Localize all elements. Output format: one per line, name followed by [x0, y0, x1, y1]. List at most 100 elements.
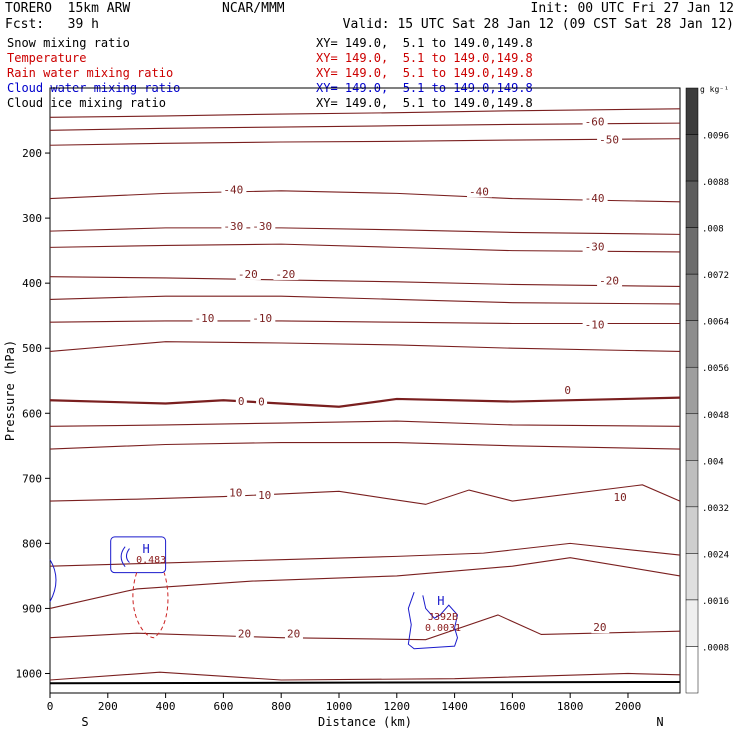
cloud-water-contour [125, 548, 130, 563]
x-tick-label: 1000 [326, 700, 353, 713]
x-axis-title: Distance (km) [318, 715, 412, 729]
colorbar-segment [685, 273, 699, 321]
colorbar-segment [685, 366, 699, 415]
x-tick-label: 1600 [499, 700, 526, 713]
colorbar-tick-label: .0048 [702, 411, 729, 421]
cloud-water-contour [407, 591, 459, 650]
label-mask [582, 241, 608, 253]
isotherm-line [49, 614, 681, 641]
colorbar-segment [685, 87, 699, 135]
y-tick-label: 400 [22, 277, 42, 290]
init-time: Init: 00 UTC Fri 27 Jan 12 [530, 1, 735, 16]
isotherm-label: -30 [585, 241, 605, 254]
y-tick-label: 300 [22, 212, 42, 225]
colorbar-segment [685, 227, 699, 275]
rain-water-contour [132, 572, 169, 639]
colorbar-tick-label: .0088 [702, 178, 729, 188]
colorbar-tick-label: .0032 [702, 504, 729, 514]
isotherm-label: -20 [238, 268, 258, 281]
legend-xy: XY= 149.0, 5.1 to 149.0,149.8 [316, 36, 533, 50]
colorbar-segment [685, 180, 699, 228]
center-value: 0.0031 [425, 623, 461, 634]
isotherm-label: -60 [585, 116, 605, 129]
isotherm-label: 20 [287, 628, 300, 641]
label-mask [235, 628, 254, 640]
x-tick-label: 400 [156, 700, 176, 713]
y-axis-title: Pressure (hPa) [3, 340, 17, 441]
legend-xy: XY= 149.0, 5.1 to 149.0,149.8 [316, 66, 533, 80]
label-mask [235, 395, 247, 407]
colorbar-segment [685, 320, 699, 368]
label-mask [582, 116, 608, 128]
x-tick-label: 1400 [441, 700, 468, 713]
center-value: 0.483 [136, 555, 166, 566]
isotherm-line [49, 276, 681, 287]
y-tick-label: 1000 [16, 667, 43, 680]
colorbar-segment [685, 599, 699, 647]
y-tick-label: 800 [22, 537, 42, 550]
isotherm-line [49, 243, 681, 253]
isotherm-label: 20 [238, 628, 251, 641]
label-mask [256, 490, 275, 502]
isotherm-line [49, 441, 681, 450]
isotherm-label: -20 [599, 274, 619, 287]
isotherm-label: 0 [238, 395, 245, 408]
isotherm-line [49, 108, 681, 118]
legend-xy: XY= 149.0, 5.1 to 149.0,149.8 [316, 96, 533, 110]
legend-entry: Snow mixing ratio [7, 36, 130, 50]
colorbar-tick-label: .0096 [702, 132, 729, 142]
center-title: NCAR/MMM [222, 1, 285, 16]
colorbar-segment [685, 413, 699, 461]
label-mask [611, 492, 630, 504]
isotherm-label: 10 [258, 489, 271, 502]
isotherm-label: -10 [194, 312, 214, 325]
x-tick-label: 2000 [615, 700, 642, 713]
isotherm-line [49, 671, 681, 681]
isotherm-label: -40 [223, 183, 243, 196]
y-tick-label: 500 [22, 342, 42, 355]
isotherm-label: 20 [593, 621, 606, 634]
colorbar-segment [685, 553, 699, 601]
label-mask [597, 134, 623, 146]
isotherm-label: -10 [585, 319, 605, 332]
label-mask [597, 275, 623, 287]
legend-entry: Rain water mixing ratio [7, 66, 174, 80]
label-mask [221, 184, 247, 196]
isotherm-label: 10 [229, 487, 242, 500]
isotherm-line [49, 341, 681, 353]
label-mask [227, 487, 246, 499]
label-mask [221, 220, 247, 232]
cloud-water-contour [110, 536, 167, 574]
center-value: J392B [428, 612, 458, 623]
colorbar-tick-label: .0072 [702, 271, 729, 281]
isotherm-line [49, 484, 681, 505]
colorbar-tick-label: .0024 [702, 550, 729, 560]
colorbar-tick-label: .0056 [702, 364, 729, 374]
colorbar-segment [685, 646, 699, 694]
y-tick-label: 200 [22, 147, 42, 160]
colorbar-tick-label: .0008 [702, 643, 729, 653]
label-mask [591, 622, 610, 634]
legend-xy: XY= 149.0, 5.1 to 149.0,149.8 [316, 51, 533, 65]
label-mask [250, 220, 276, 232]
label-mask [235, 268, 261, 280]
x-tick-label: 0 [47, 700, 54, 713]
label-mask [467, 186, 493, 198]
colorbar-segment [685, 506, 699, 554]
x-tick-label: 1200 [384, 700, 411, 713]
isotherm-label: -30 [223, 220, 243, 233]
colorbar-tick-label: .004 [702, 457, 724, 467]
isotherm-label: -30 [252, 220, 272, 233]
label-mask [250, 313, 276, 325]
y-tick-label: 700 [22, 472, 42, 485]
legend-entry: Cloud ice mixing ratio [7, 96, 166, 110]
colorbar-tick-label: .0016 [702, 597, 729, 607]
cloud-water-contour [120, 546, 126, 567]
cloud-water-center: H [142, 542, 149, 556]
isotherm-line [49, 295, 681, 305]
y-tick-label: 900 [22, 602, 42, 615]
isotherm-line [49, 420, 681, 427]
isotherm-label: 0 [258, 395, 265, 408]
y-tick-label: 600 [22, 407, 42, 420]
